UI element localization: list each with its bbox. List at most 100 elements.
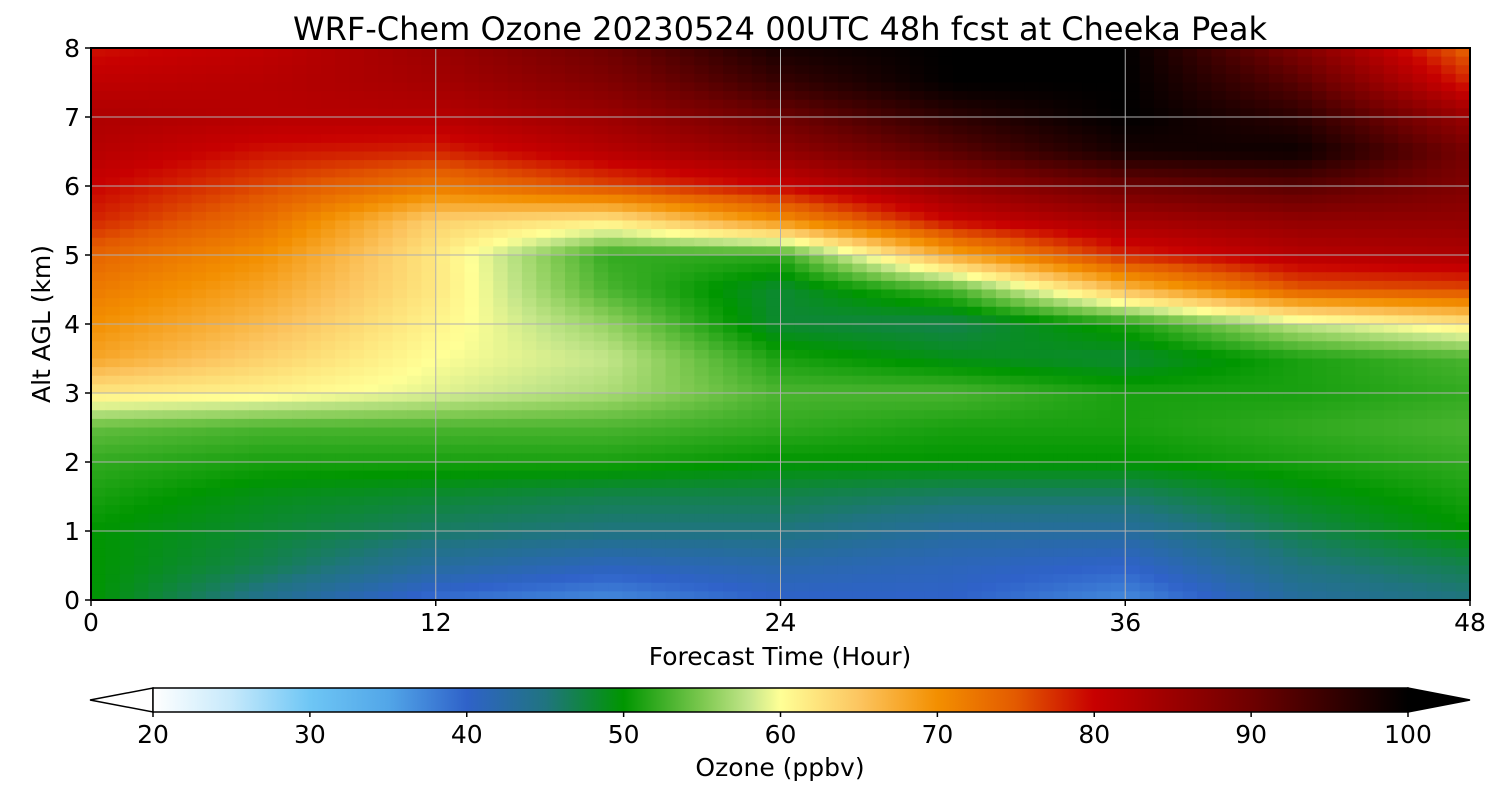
heatmap-cell <box>464 436 480 446</box>
heatmap-cell <box>766 315 782 325</box>
heatmap-cell <box>737 151 753 161</box>
heatmap-cell <box>593 108 609 118</box>
heatmap-cell <box>636 444 652 454</box>
heatmap-cell <box>363 401 379 411</box>
heatmap-cell <box>91 367 106 377</box>
heatmap-cell <box>636 272 652 282</box>
heatmap-cell <box>536 487 552 498</box>
heatmap-cell <box>1082 194 1098 204</box>
heatmap-cell <box>1355 358 1371 368</box>
heatmap-cell <box>119 255 135 265</box>
heatmap-cell <box>1283 453 1299 463</box>
heatmap-cell <box>162 349 178 360</box>
heatmap-cell <box>593 220 609 230</box>
heatmap-cell <box>435 289 451 299</box>
heatmap-cell <box>981 125 997 135</box>
heatmap-cell <box>565 427 580 437</box>
heatmap-cell <box>1225 418 1241 429</box>
heatmap-cell <box>967 142 983 153</box>
heatmap-cell <box>249 479 264 489</box>
heatmap-cell <box>1240 393 1256 403</box>
heatmap-cell <box>177 177 193 187</box>
heatmap-cell <box>809 91 825 101</box>
heatmap-cell <box>536 418 552 429</box>
heatmap-cell <box>708 272 724 282</box>
heatmap-cell <box>507 479 523 489</box>
heatmap-cell <box>665 349 681 360</box>
heatmap-cell <box>723 220 738 230</box>
heatmap-cell <box>780 108 796 118</box>
heatmap-cell <box>579 246 595 256</box>
heatmap-cell <box>450 341 466 351</box>
heatmap-cell <box>1283 393 1299 403</box>
heatmap-cell <box>1311 99 1327 109</box>
heatmap-cell <box>823 332 839 342</box>
heatmap-cell <box>794 410 810 420</box>
heatmap-cell <box>1297 418 1313 429</box>
heatmap-cell <box>665 237 681 247</box>
heatmap-cell <box>723 401 738 411</box>
heatmap-cell <box>1211 341 1227 351</box>
heatmap-cell <box>335 168 351 178</box>
heatmap-cell <box>478 160 494 170</box>
heatmap-cell <box>837 332 853 342</box>
heatmap-cell <box>1139 367 1155 377</box>
heatmap-cell <box>694 203 710 213</box>
heatmap-cell <box>521 203 537 213</box>
heatmap-cell <box>177 56 193 66</box>
heatmap-cell <box>608 220 624 230</box>
heatmap-cell <box>622 220 638 230</box>
heatmap-cell <box>1082 177 1098 187</box>
heatmap-cell <box>105 203 121 213</box>
heatmap-cell <box>292 82 308 92</box>
heatmap-cell <box>794 280 810 291</box>
heatmap-cell <box>679 401 695 411</box>
heatmap-cell <box>866 479 882 489</box>
heatmap-cell <box>1455 203 1471 213</box>
heatmap-cell <box>249 462 264 472</box>
heatmap-cell <box>809 289 825 299</box>
heatmap-cell <box>134 470 150 480</box>
heatmap-cell <box>1412 125 1428 135</box>
heatmap-cell <box>636 151 652 161</box>
heatmap-cell <box>837 73 853 84</box>
heatmap-cell <box>1039 289 1055 299</box>
heatmap-cell <box>565 470 580 480</box>
heatmap-cell <box>363 324 379 334</box>
heatmap-cell <box>306 108 322 118</box>
heatmap-cell <box>1182 358 1198 368</box>
heatmap-cell <box>1125 117 1141 127</box>
heatmap-cell <box>636 436 652 446</box>
heatmap-cell <box>277 349 293 360</box>
heatmap-cell <box>694 99 710 109</box>
heatmap-cell <box>1268 73 1284 84</box>
heatmap-cell <box>407 73 422 84</box>
heatmap-cell <box>852 82 868 92</box>
heatmap-cell <box>708 177 724 187</box>
heatmap-cell <box>1355 99 1371 109</box>
heatmap-cell <box>723 134 738 144</box>
heatmap-cell <box>694 229 710 239</box>
heatmap-cell <box>378 108 394 118</box>
heatmap-cell <box>737 393 753 403</box>
heatmap-cell <box>866 436 882 446</box>
heatmap-cell <box>134 263 150 273</box>
heatmap-cell <box>91 177 106 187</box>
heatmap-cell <box>737 324 753 334</box>
heatmap-cell <box>1311 487 1327 498</box>
heatmap-cell <box>421 479 437 489</box>
heatmap-cell <box>1139 358 1155 368</box>
heatmap-cell <box>320 306 336 316</box>
heatmap-cell <box>794 229 810 239</box>
heatmap-cell <box>349 99 365 109</box>
heatmap-cell <box>924 384 940 394</box>
heatmap-cell <box>521 436 537 446</box>
heatmap-cell <box>938 462 954 472</box>
heatmap-cell <box>593 125 609 135</box>
heatmap-cell <box>1168 401 1184 411</box>
heatmap-cell <box>938 444 954 454</box>
heatmap-cell <box>694 272 710 282</box>
heatmap-cell <box>249 263 264 273</box>
heatmap-cell <box>435 375 451 385</box>
heatmap-cell <box>1369 462 1385 472</box>
